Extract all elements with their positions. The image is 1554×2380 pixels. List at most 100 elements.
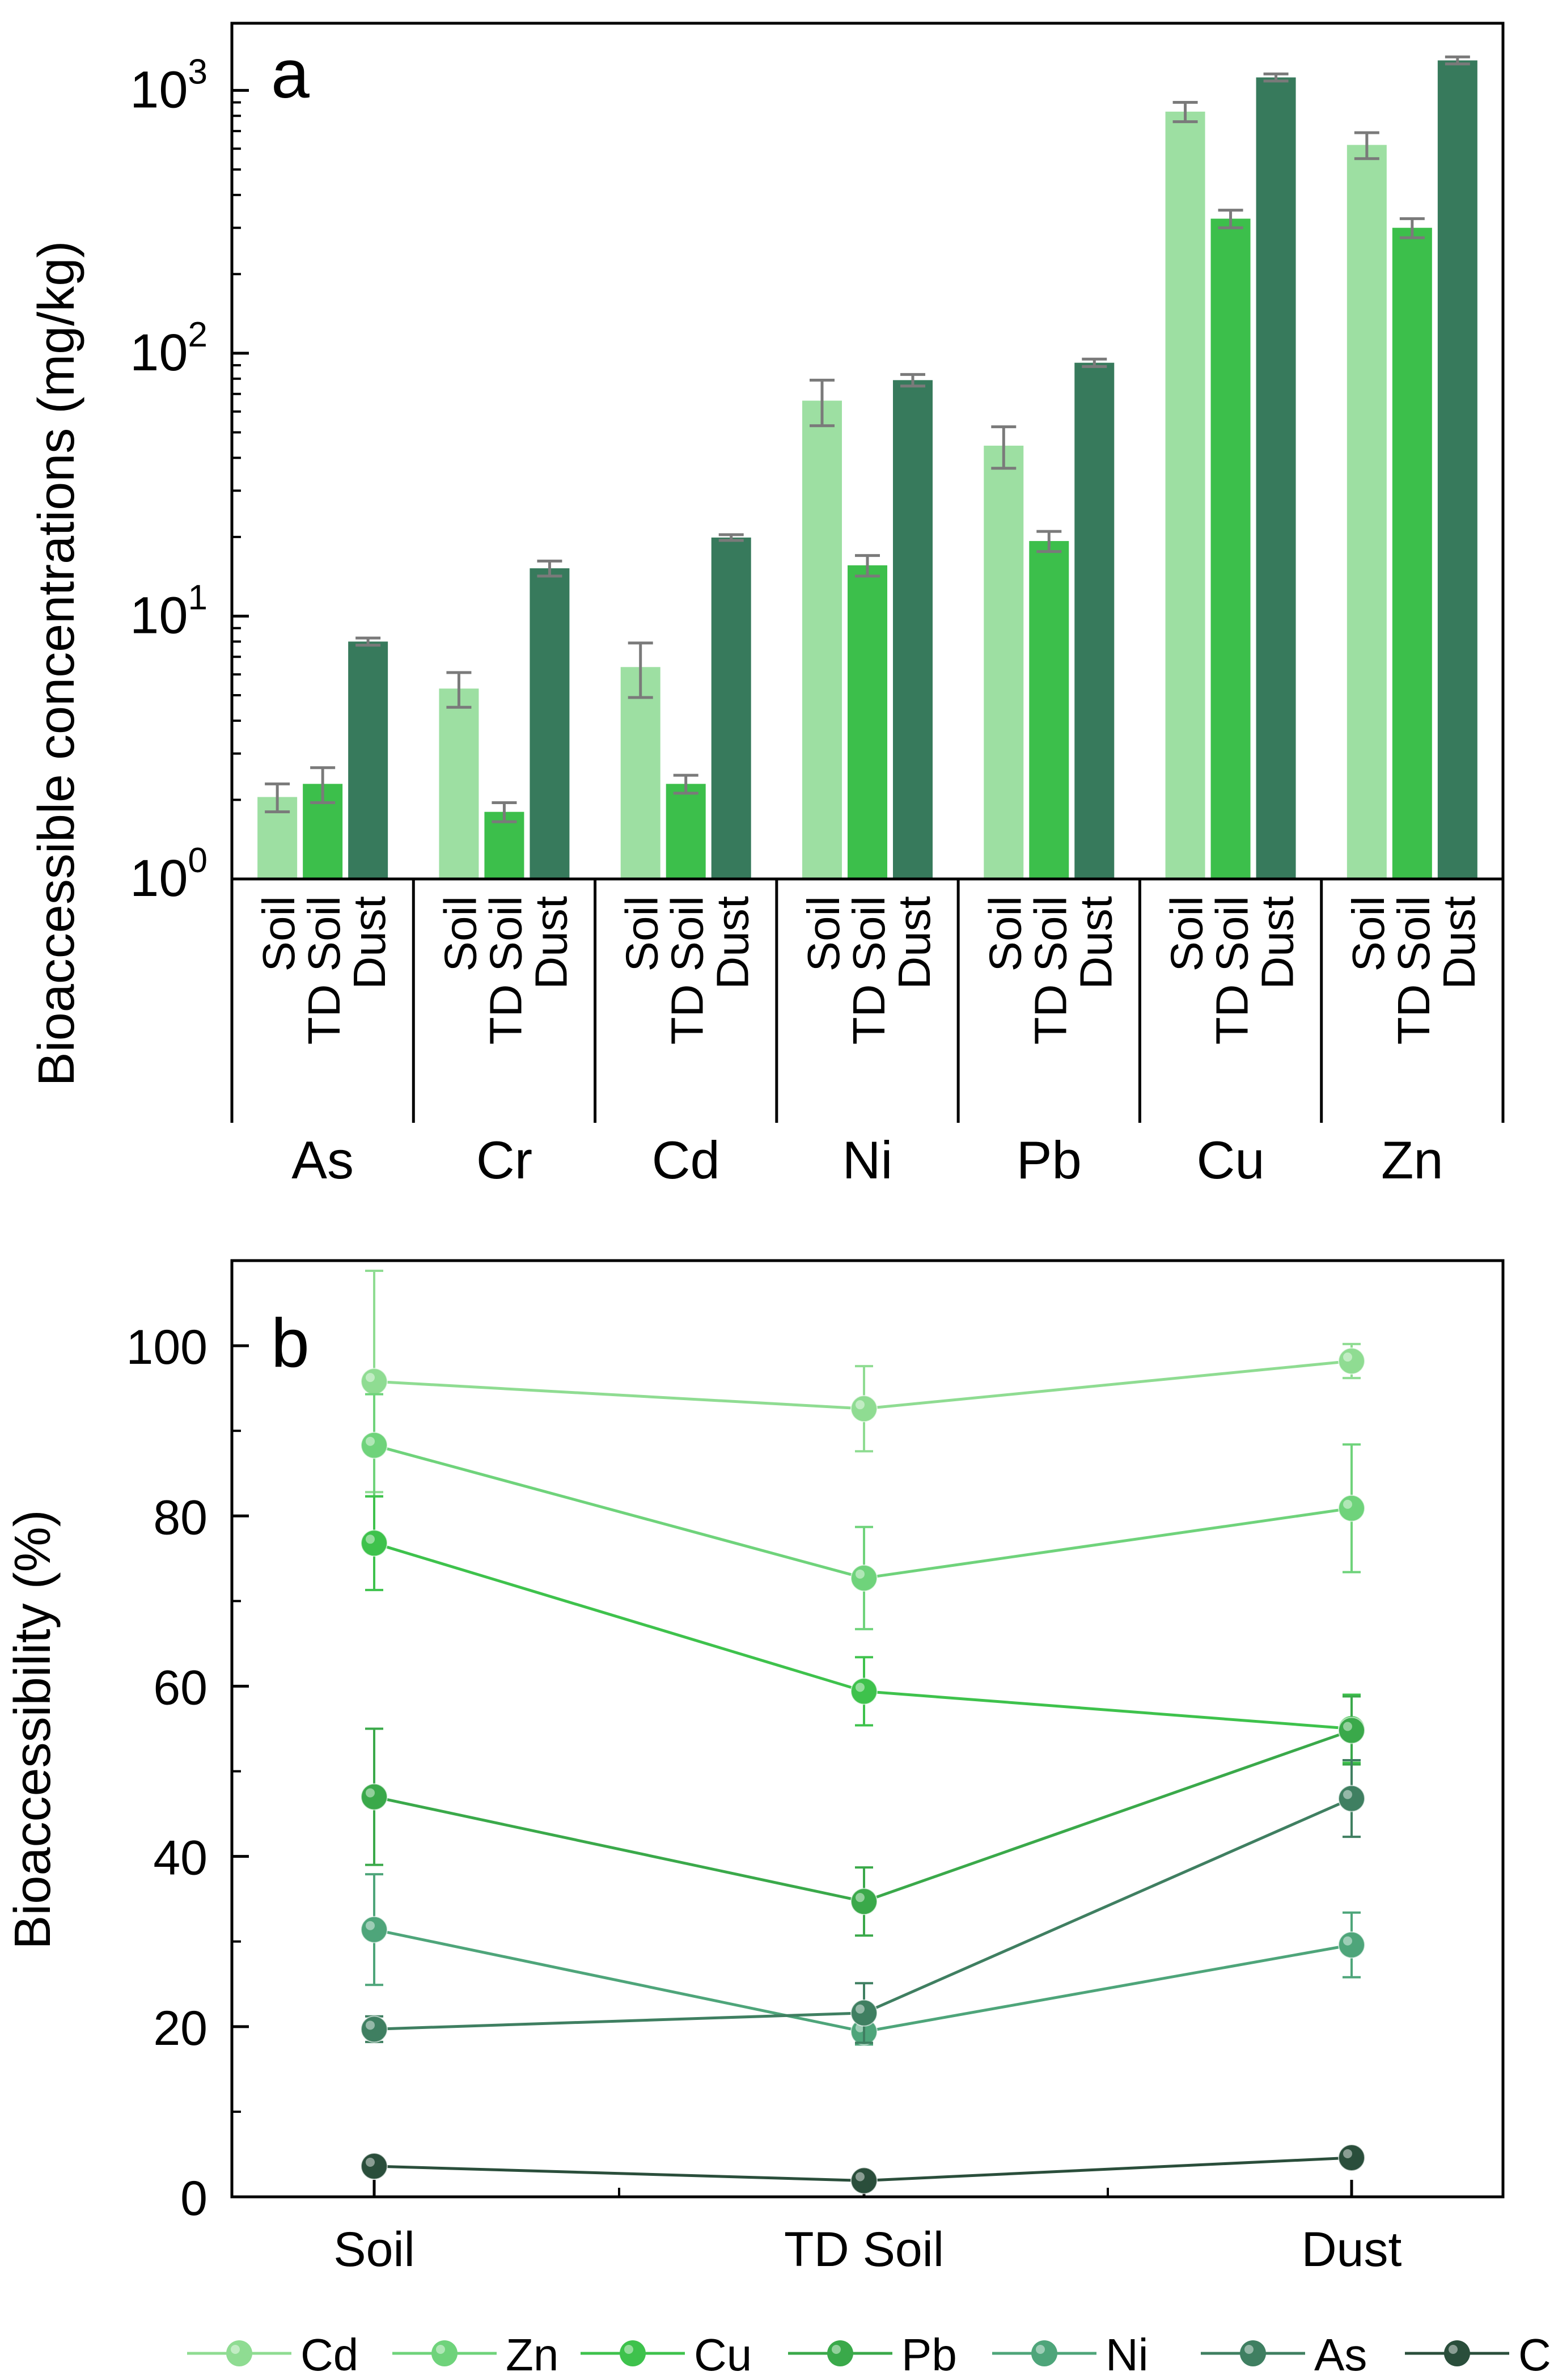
panel-b-y-label: Bioaccessibility (%) [5, 1510, 61, 1949]
category-label-cd: Cd [652, 1130, 720, 1190]
bar-td-soil-cu [1210, 218, 1251, 879]
bar-sublabel: Dust [1434, 896, 1484, 990]
panel-a-y-label: Bioaccessible concentrations (mg/kg) [28, 241, 85, 1087]
legend-marker-highlight-cu [624, 2345, 633, 2354]
y-tick-label: 40 [153, 1831, 208, 1886]
legend-label-ni: Ni [1106, 2330, 1149, 2380]
y-tick-label: 20 [153, 2001, 208, 2056]
point-highlight-cd [1343, 1352, 1352, 1362]
legend-marker-cr [1444, 2340, 1470, 2366]
legend-marker-highlight-as [1244, 2345, 1254, 2354]
bar-soil-ni [802, 400, 842, 879]
y-tick-exponent: 0 [188, 841, 208, 880]
point-highlight-cu [856, 1683, 865, 1692]
legend-label-as: As [1314, 2330, 1367, 2380]
point-as [361, 2015, 388, 2043]
legend-marker-highlight-pb [832, 2345, 841, 2354]
point-cu [361, 1529, 388, 1557]
bar-sublabel: Soil [1162, 896, 1212, 971]
point-cd [850, 1395, 878, 1423]
point-pb [1338, 1717, 1365, 1744]
legend-marker-highlight-cr [1449, 2345, 1458, 2354]
category-label-cr: Cr [476, 1130, 532, 1190]
point-as [850, 1999, 878, 2027]
category-label-as: As [291, 1130, 354, 1190]
category-label-ni: Ni [842, 1130, 893, 1190]
legend-marker-cu [620, 2340, 646, 2366]
legend-marker-highlight-zn [436, 2345, 445, 2354]
legend-label-zn: Zn [506, 2330, 558, 2380]
panel-b-x-axis: Soil TD Soil Dust [333, 2180, 1402, 2277]
point-zn [1338, 1494, 1365, 1522]
bar-sublabel: Dust [708, 896, 758, 990]
y-tick-label: 102 [130, 315, 208, 382]
bar-soil-cd [620, 667, 660, 879]
category-label-zn: Zn [1381, 1130, 1443, 1190]
legend-label-cr: Cr [1518, 2330, 1554, 2380]
bar-sublabel: Dust [889, 896, 939, 990]
bar-dust-cd [711, 537, 751, 879]
point-cr [850, 2167, 878, 2195]
bar-sublabel: Dust [344, 896, 395, 990]
point-highlight-ni [1343, 1936, 1352, 1946]
bar-soil-cr [439, 688, 479, 879]
point-zn [361, 1431, 388, 1459]
bar-soil-cu [1165, 111, 1205, 879]
bar-dust-pb [1074, 362, 1115, 879]
bar-sublabel: TD Soil [1207, 896, 1257, 1045]
error-bars-layer [265, 55, 1470, 823]
bar-dust-as [348, 641, 388, 879]
bar-dust-zn [1437, 60, 1477, 880]
bar-sublabel: TD Soil [299, 896, 349, 1045]
panel-a-frame [230, 22, 1505, 881]
point-zn [850, 1564, 878, 1592]
bar-dust-ni [893, 380, 933, 879]
legend-marker-highlight-cd [231, 2345, 240, 2354]
bars-layer [257, 60, 1477, 880]
point-highlight-as [366, 2020, 375, 2030]
legend-marker-as [1240, 2340, 1266, 2366]
bar-sublabel: TD Soil [1025, 896, 1075, 1045]
point-cd [361, 1368, 388, 1396]
point-highlight-zn [856, 1569, 865, 1579]
bar-sublabel: Soil [435, 896, 485, 971]
panel-b-series-layer [361, 1270, 1365, 2195]
bar-td-soil-zn [1392, 227, 1432, 879]
bar-dust-cu [1256, 77, 1296, 880]
panel-b-frame [230, 1259, 1505, 2199]
bar-sublabel: Dust [526, 896, 576, 990]
bar-sublabel: TD Soil [844, 896, 894, 1045]
bar-sublabel: TD Soil [662, 896, 713, 1045]
bar-sublabel: TD Soil [1388, 896, 1439, 1045]
y-tick-label: 60 [153, 1660, 208, 1715]
bar-soil-zn [1346, 145, 1387, 879]
bar-sublabel: Soil [1343, 896, 1394, 971]
point-ni [361, 1916, 388, 1943]
y-tick-label: 100 [130, 841, 208, 907]
point-highlight-cr [856, 2172, 865, 2182]
point-highlight-pb [1343, 1722, 1352, 1731]
point-highlight-as [856, 2004, 865, 2014]
point-highlight-cr [366, 2157, 375, 2167]
bar-soil-pb [984, 445, 1024, 879]
y-tick-label: 0 [180, 2171, 208, 2226]
category-label-pb: Pb [1017, 1130, 1082, 1190]
point-ni [1338, 1931, 1365, 1959]
point-cu [850, 1677, 878, 1705]
legend-marker-ni [1031, 2340, 1057, 2366]
bar-sublabel: Dust [1070, 896, 1121, 990]
y-tick-base: 10 [130, 61, 188, 119]
legend-marker-cd [226, 2340, 252, 2366]
panel-b: 0 20 40 60 80 100 Soil TD Soil Dust b Bioaccess… [5, 1259, 1505, 2277]
point-pb [361, 1783, 388, 1811]
point-highlight-zn [1343, 1499, 1352, 1509]
bar-td-soil-ni [848, 565, 887, 879]
bar-sublabel: Soil [253, 896, 304, 971]
legend-marker-pb [827, 2340, 853, 2366]
bar-td-soil-cd [666, 784, 706, 879]
y-tick-label: 103 [130, 52, 208, 119]
bar-td-soil-pb [1029, 541, 1069, 879]
